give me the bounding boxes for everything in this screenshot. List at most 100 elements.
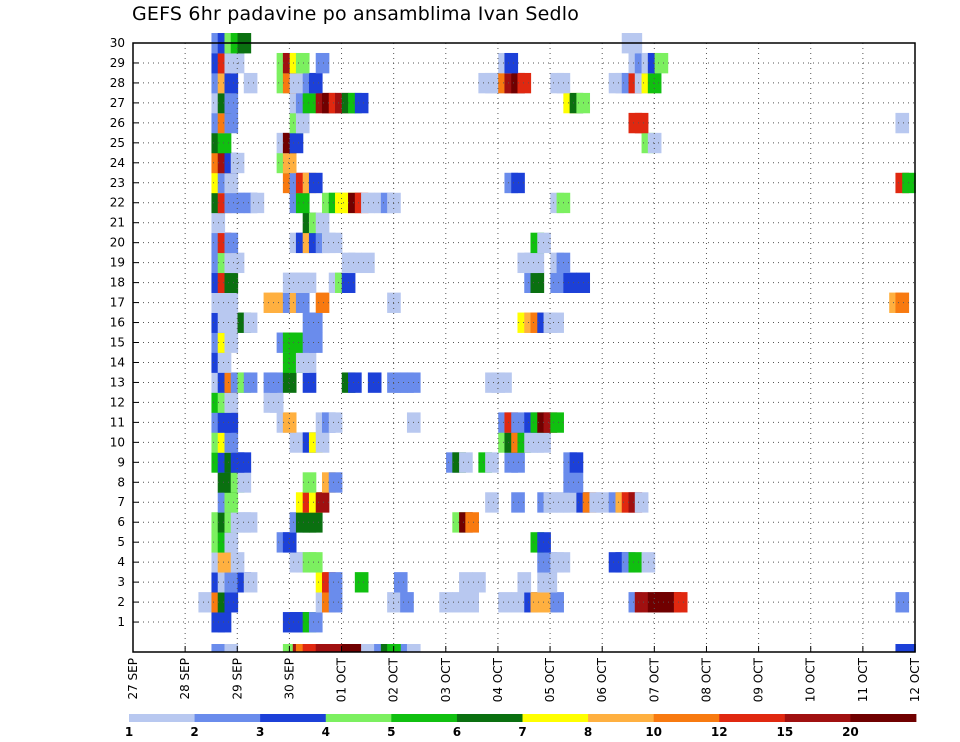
heatmap-cell	[230, 252, 245, 274]
heatmap-cell	[439, 592, 453, 613]
heatmap-cell	[302, 372, 317, 393]
heatmap-cell	[634, 492, 649, 513]
heatmap-cell	[563, 492, 577, 513]
heatmap-cells	[198, 33, 916, 653]
heatmap-cell	[563, 272, 577, 293]
heatmap-cell	[465, 512, 479, 533]
y-tick-label: 25	[110, 136, 125, 150]
heatmap-cell	[895, 112, 910, 134]
heatmap-cell	[654, 52, 669, 74]
x-tick-label: 12 OCT	[908, 657, 922, 702]
x-tick-label: 29 SEP	[230, 658, 244, 700]
y-tick-label: 22	[110, 196, 125, 210]
colorbar-label: 7	[518, 725, 526, 739]
heatmap-cell	[308, 552, 323, 573]
heatmap-cell	[315, 292, 330, 313]
heatmap-cell	[537, 532, 551, 553]
heatmap-cell	[217, 132, 232, 154]
heatmap-cell	[315, 212, 330, 234]
heatmap-cell	[282, 412, 297, 433]
heatmap-cell	[498, 592, 512, 613]
heatmap-cell	[361, 252, 375, 274]
heatmap-cell	[341, 644, 356, 653]
heatmap-cell	[895, 292, 910, 313]
y-tick-label: 17	[110, 296, 125, 310]
heatmap-cell	[224, 72, 239, 94]
x-tick-label: 28 SEP	[178, 658, 192, 700]
heatmap-cell	[224, 432, 239, 453]
heatmap-cell	[485, 492, 499, 513]
heatmap-cell	[537, 432, 551, 453]
y-tick-label: 20	[110, 236, 125, 250]
heatmap-cell	[224, 332, 239, 353]
y-tick-label: 6	[117, 515, 125, 529]
heatmap-cell	[308, 512, 323, 533]
heatmap-cell	[361, 644, 375, 653]
x-tick-label: 01 OCT	[335, 657, 349, 702]
heatmap-cell	[289, 332, 304, 353]
y-tick-label: 29	[110, 56, 125, 70]
heatmap-cell	[302, 92, 317, 114]
heatmap-cell	[504, 52, 519, 74]
y-tick-label: 10	[110, 435, 125, 449]
heatmap-cell	[348, 372, 362, 393]
colorbar-swatch	[194, 714, 261, 722]
heatmap-cell	[282, 372, 297, 393]
colorbar-swatch	[719, 714, 786, 722]
y-axis: 1234567891011121314151617181920212223242…	[110, 36, 139, 629]
heatmap-cell	[289, 72, 304, 94]
y-tick-label: 4	[117, 555, 125, 569]
heatmap-cell	[550, 312, 564, 333]
heatmap-cell	[406, 644, 421, 653]
heatmap-cell	[485, 452, 499, 473]
x-tick-label: 09 OCT	[752, 657, 766, 702]
heatmap-cell	[211, 644, 226, 653]
heatmap-cell	[302, 644, 317, 653]
heatmap-cell	[224, 272, 239, 293]
x-tick-label: 03 OCT	[439, 657, 453, 702]
grid-lines	[133, 42, 915, 652]
colorbar-label: 3	[256, 725, 264, 739]
y-tick-label: 18	[110, 276, 125, 290]
colorbar-swatch	[522, 714, 589, 722]
y-tick-label: 16	[110, 316, 125, 330]
y-tick-label: 30	[110, 36, 125, 50]
y-tick-label: 15	[110, 336, 125, 350]
y-tick-label: 23	[110, 176, 125, 190]
x-tick-label: 04 OCT	[491, 657, 505, 702]
y-tick-label: 8	[117, 475, 125, 489]
colorbar-label: 15	[776, 725, 793, 739]
heatmap-cell	[230, 552, 245, 573]
colorbar-swatch	[129, 714, 195, 722]
heatmap-cell	[237, 472, 252, 493]
heatmap-cell	[634, 592, 649, 613]
heatmap-cell	[328, 592, 343, 613]
heatmap-cell	[224, 92, 239, 114]
x-tick-label: 11 OCT	[856, 657, 870, 702]
colorbar-label: 8	[584, 725, 592, 739]
y-tick-label: 19	[110, 256, 125, 270]
heatmap-cell	[295, 112, 310, 134]
plot-border	[132, 42, 916, 653]
heatmap-cell	[895, 592, 910, 613]
colorbar-swatch	[588, 714, 655, 722]
y-tick-label: 26	[110, 116, 125, 130]
heatmap-cell	[308, 312, 323, 333]
heatmap-cell	[243, 72, 258, 94]
heatmap-cell	[498, 372, 512, 393]
y-tick-label: 27	[110, 96, 125, 110]
colorbar: 1 2 3 4 5 6 7 8 10 12 15 20	[125, 714, 917, 739]
heatmap-cell	[295, 52, 310, 74]
colorbar-swatch	[784, 714, 851, 722]
colorbar-label: 1	[125, 725, 133, 739]
y-tick-label: 24	[110, 156, 125, 170]
heatmap-cell	[452, 592, 466, 613]
y-tick-label: 13	[110, 375, 125, 389]
heatmap-cell	[302, 352, 317, 373]
colorbar-label: 4	[322, 725, 330, 739]
y-tick-label: 3	[117, 575, 125, 589]
x-tick-label: 06 OCT	[595, 657, 609, 702]
heatmap-cell	[628, 552, 643, 573]
heatmap-cell	[295, 192, 310, 214]
